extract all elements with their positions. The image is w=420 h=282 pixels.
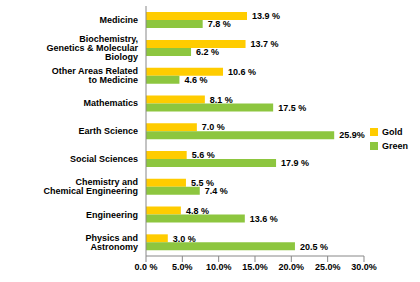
svg-text:5.0%: 5.0% xyxy=(172,262,193,272)
svg-text:6.2 %: 6.2 % xyxy=(196,47,219,57)
html-text:Gold: Gold xyxy=(382,127,403,137)
svg-text:Social Sciences: Social Sciences xyxy=(70,154,138,164)
svg-text:Medicine: Medicine xyxy=(99,15,138,25)
svg-text:20.5 %: 20.5 % xyxy=(300,242,328,252)
svg-text:8.1 %: 8.1 % xyxy=(210,95,233,105)
svg-text:20.0%: 20.0% xyxy=(279,262,305,272)
svg-text:Earth Science: Earth Science xyxy=(78,126,138,136)
svg-text:7.8 %: 7.8 % xyxy=(208,19,231,29)
svg-text:17.5 %: 17.5 % xyxy=(278,103,306,113)
svg-text:13.7 %: 13.7 % xyxy=(251,39,279,49)
svg-text:Mathematics: Mathematics xyxy=(83,98,138,108)
svg-text:13.6 %: 13.6 % xyxy=(250,214,278,224)
svg-text:25.9%: 25.9% xyxy=(339,130,365,140)
svg-text:4.8 %: 4.8 % xyxy=(186,206,209,216)
svg-text:30.0%: 30.0% xyxy=(351,262,377,272)
svg-text:5.5 %: 5.5 % xyxy=(191,178,214,188)
svg-text:3.0 %: 3.0 % xyxy=(173,234,196,244)
svg-text:25.0%: 25.0% xyxy=(315,262,341,272)
svg-text:15.0%: 15.0% xyxy=(242,262,268,272)
svg-text:Other Areas Relatedto Medicine: Other Areas Relatedto Medicine xyxy=(52,66,138,85)
svg-text:10.0%: 10.0% xyxy=(206,262,232,272)
svg-text:13.9 %: 13.9 % xyxy=(252,11,280,21)
svg-text:Physics andAstronomy: Physics andAstronomy xyxy=(85,233,138,252)
svg-text:0.0 %: 0.0 % xyxy=(134,262,157,272)
svg-text:7.4 %: 7.4 % xyxy=(205,186,228,196)
svg-text:Biochemistry,Genetics & Molecu: Biochemistry,Genetics & MolecularBiology xyxy=(46,34,138,62)
svg-text:7.0 %: 7.0 % xyxy=(202,122,225,132)
svg-text:17.9 %: 17.9 % xyxy=(281,158,309,168)
svg-text:10.6 %: 10.6 % xyxy=(228,67,256,77)
svg-text:5.6 %: 5.6 % xyxy=(192,150,215,160)
svg-text:Chemistry andChemical Engineer: Chemistry andChemical Engineering xyxy=(43,177,138,196)
svg-text:4.6 %: 4.6 % xyxy=(184,75,207,85)
html-text:Green: Green xyxy=(382,141,408,151)
svg-text:Engineering: Engineering xyxy=(86,210,138,220)
